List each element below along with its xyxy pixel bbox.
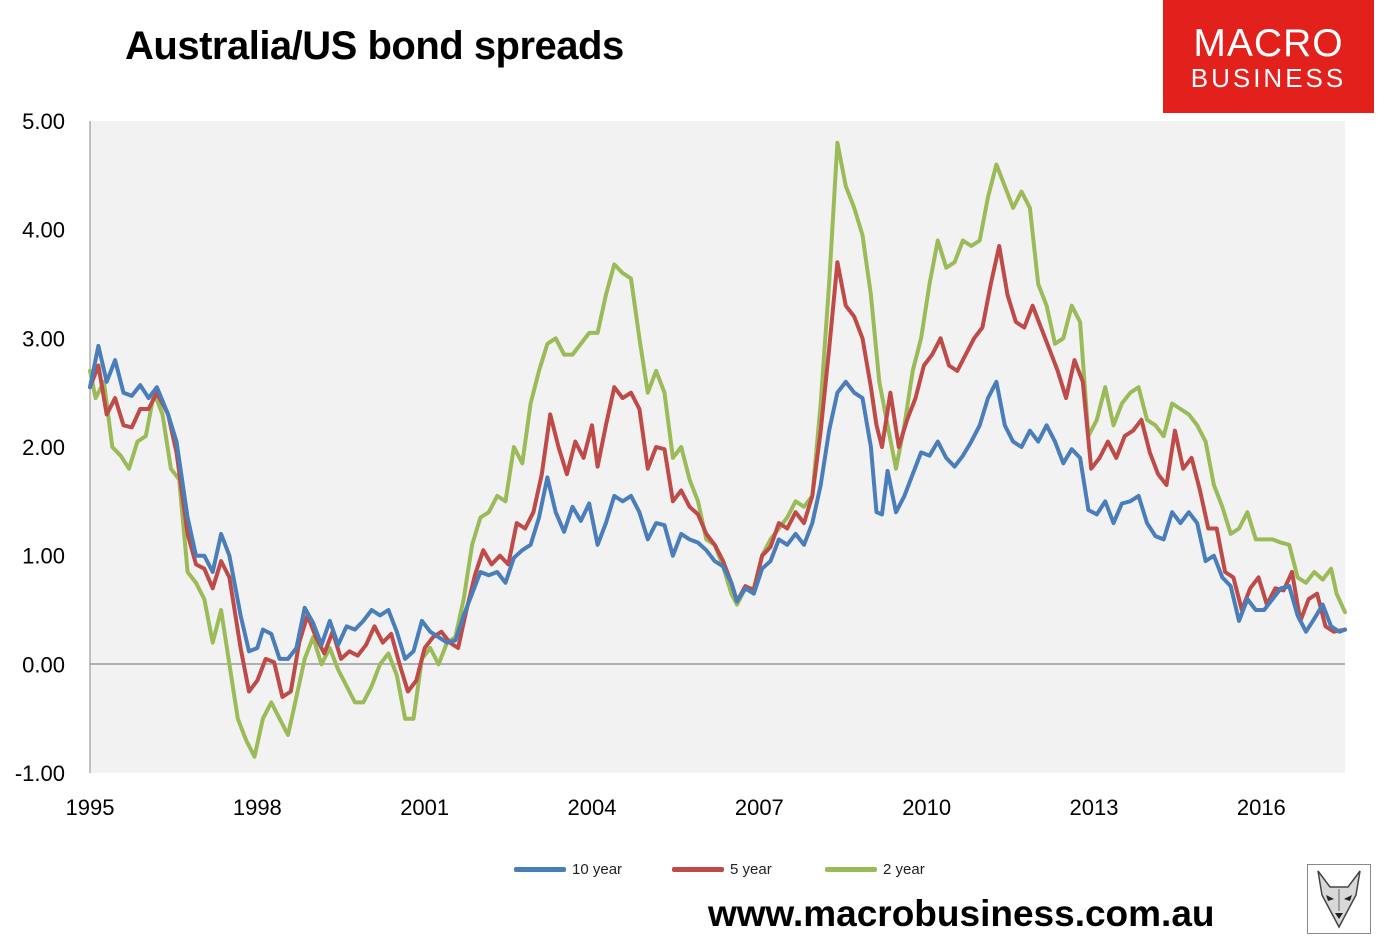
website-url[interactable]: www.macrobusiness.com.au: [708, 893, 1215, 934]
legend-label-10-year: 10 year: [572, 860, 623, 878]
x-tick-label: 2016: [1237, 795, 1286, 820]
legend: 10 year 5 year 2 year: [0, 858, 1377, 880]
x-tick-label: 2001: [400, 795, 449, 820]
logo-line-1: MACRO: [1193, 22, 1344, 65]
y-tick-label: 3.00: [22, 326, 65, 351]
legend-swatch-5-year: [672, 866, 724, 872]
x-tick-label: 1998: [233, 795, 282, 820]
y-tick-label: 4.00: [22, 218, 65, 243]
y-tick-label: 1.00: [22, 544, 65, 569]
x-tick-label: 2010: [902, 795, 951, 820]
x-tick-label: 1995: [66, 795, 115, 820]
legend-swatch-2-year: [825, 866, 877, 872]
y-tick-labels: -1.00 0.00 1.00 2.00 3.00 4.00 5.00: [15, 109, 65, 786]
line-chart: -1.00 0.00 1.00 2.00 3.00 4.00 5.00 1995 1998 20…: [15, 109, 1347, 820]
legend-label-5-year: 5 year: [730, 860, 772, 878]
legend-item-10-year: 10 year: [514, 858, 622, 880]
legend-item-2-year: 2 year: [825, 858, 925, 880]
y-tick-label: -1.00: [15, 761, 65, 786]
logo-line-2: BUSINESS: [1190, 63, 1347, 93]
x-tick-label: 2007: [735, 795, 784, 820]
legend-label-2-year: 2 year: [883, 860, 925, 878]
series-lines: [88, 140, 1347, 759]
y-tick-label: 0.00: [22, 652, 65, 677]
page-title: Australia/US bond spreads: [125, 24, 624, 68]
y-tick-label: 2.00: [22, 435, 65, 460]
x-tick-label: 2004: [568, 795, 617, 820]
wolf-logo-icon: [1307, 864, 1371, 934]
x-tick-label: 2013: [1070, 795, 1119, 820]
legend-item-5-year: 5 year: [672, 858, 772, 880]
legend-swatch-10-year: [514, 866, 566, 872]
series-line-10-year: [88, 343, 1347, 661]
x-tick-labels: 1995 1998 2001 2004 2007 2010 2013 2016: [66, 795, 1286, 820]
y-tick-label: 5.00: [22, 109, 65, 134]
brand-logo[interactable]: MACRO BUSINESS: [1163, 0, 1374, 113]
